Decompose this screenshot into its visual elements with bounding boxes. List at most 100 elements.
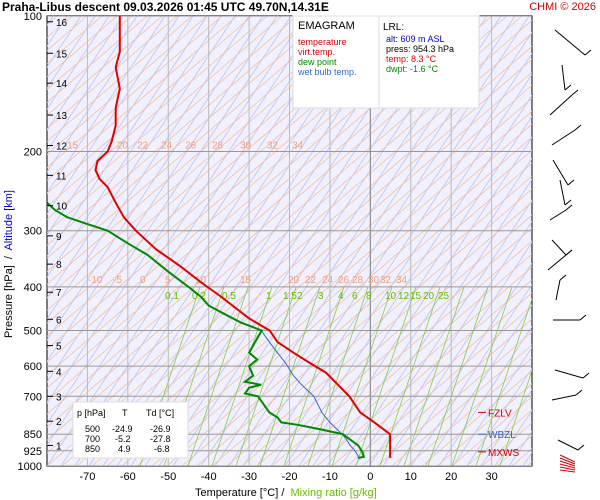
lrl-pressure: press: 954.3 hPa bbox=[386, 44, 454, 54]
wind-barb-feather bbox=[571, 89, 579, 96]
series-layer bbox=[47, 16, 392, 459]
altitude-label: 8 bbox=[56, 260, 62, 271]
table-header-p: p [hPa] bbox=[77, 408, 106, 418]
mixing-ratio-label: 1.5 bbox=[283, 291, 297, 302]
grid-diagonal bbox=[270, 73, 532, 466]
lrl-dewpoint: dwpt: -1.6 °C bbox=[386, 64, 439, 74]
mixing-ratio-line bbox=[403, 286, 465, 466]
table-cell: 500 bbox=[85, 424, 100, 434]
grid-diagonal bbox=[47, 16, 180, 215]
isotherm-line bbox=[47, 16, 313, 246]
table-cell: -26.9 bbox=[150, 424, 171, 434]
mixing-ratio-label: 12 bbox=[398, 291, 410, 302]
isotherm-line bbox=[76, 71, 532, 466]
grid-diagonal bbox=[579, 16, 600, 466]
mixing-ratio-label: 25 bbox=[438, 291, 450, 302]
y-tick-label: 100 bbox=[24, 11, 42, 23]
isotherm-label: 24 bbox=[161, 140, 173, 151]
wind-barb-feather bbox=[564, 199, 572, 206]
table-cell: -6.8 bbox=[154, 444, 170, 454]
altitude-label: 7 bbox=[56, 288, 62, 299]
grid-diagonal bbox=[47, 16, 166, 194]
grid-diagonal bbox=[410, 283, 532, 466]
altitude-label: 11 bbox=[56, 171, 67, 182]
wind-barb-feather bbox=[575, 389, 583, 396]
grid-diagonal bbox=[565, 16, 600, 466]
marker-mxws: MXWS bbox=[488, 448, 519, 459]
wind-barb-feather bbox=[567, 179, 575, 186]
wind-barb bbox=[551, 394, 577, 401]
isotherm-line bbox=[47, 16, 373, 298]
table-cell: -5.2 bbox=[115, 434, 131, 444]
grid-diagonal bbox=[256, 52, 532, 466]
legend-item-wet-bulb: wet bulb temp. bbox=[297, 67, 357, 77]
isotherm-label: -5 bbox=[113, 275, 122, 286]
isotherm-line bbox=[136, 123, 532, 466]
isotherm-label: 5 bbox=[165, 275, 171, 286]
levels-table: p [hPa] T Td [°C] 500 -24.9 -26.9 700 -5… bbox=[72, 401, 189, 459]
wind-barb bbox=[551, 239, 567, 256]
grid-diagonal bbox=[47, 16, 152, 173]
mixing-ratio-label: 1 bbox=[266, 291, 272, 302]
wind-barb bbox=[551, 129, 576, 146]
isotherm-line bbox=[331, 292, 532, 466]
y-tick-label: 300 bbox=[24, 226, 42, 238]
altitude-label: 15 bbox=[56, 49, 68, 60]
grid-diagonal bbox=[298, 115, 532, 466]
mixing-ratio-line bbox=[499, 369, 532, 466]
isotherm-line bbox=[316, 279, 532, 466]
wind-barb-feather bbox=[579, 314, 587, 321]
grid-diagonal bbox=[452, 346, 532, 466]
marker-wbzl: WBZL bbox=[488, 430, 516, 441]
isotherm-line bbox=[271, 240, 532, 466]
isotherm-line bbox=[211, 188, 532, 466]
wind-barb-feather bbox=[565, 249, 573, 256]
isotherm-line bbox=[61, 58, 532, 466]
isotherm-line bbox=[406, 357, 532, 466]
grid-diagonal bbox=[47, 16, 208, 257]
wind-barb bbox=[557, 439, 579, 451]
x-tick-label: -40 bbox=[201, 471, 217, 483]
grid-diagonal bbox=[480, 388, 532, 466]
isotherm-line bbox=[47, 16, 298, 233]
wind-barb-feather bbox=[565, 204, 573, 211]
y-tick-label: 200 bbox=[24, 146, 42, 158]
mixing-ratio-label: 15 bbox=[410, 291, 422, 302]
y-tick-label: 925 bbox=[24, 446, 42, 458]
isotherm-label: 22 bbox=[305, 275, 317, 286]
altitude-label: 10 bbox=[56, 202, 68, 213]
grid-diagonal bbox=[47, 16, 194, 236]
altitude-label: 6 bbox=[56, 315, 62, 326]
grid-diagonal bbox=[47, 16, 264, 341]
mixing-ratio-line bbox=[331, 286, 393, 466]
lrl-title: LRL: bbox=[383, 22, 404, 33]
isotherm-labels: 15 20 22 24 26 28 30 32 34-10 -5 0 5 10 15 20 22 24 26 28 3… bbox=[67, 140, 450, 301]
isotherm-label: 26 bbox=[185, 140, 197, 151]
x-axis-label-2: Mixing ratio [g/kg] bbox=[291, 487, 377, 499]
series-temperature bbox=[94, 16, 392, 459]
copyright[interactable]: CHMI © 2026 bbox=[529, 1, 596, 13]
grid-diagonal bbox=[312, 136, 532, 466]
grid-diagonal bbox=[47, 16, 334, 446]
y-tick-label: 850 bbox=[24, 429, 42, 441]
grid-diagonal bbox=[47, 16, 292, 383]
wind-barb-feather bbox=[584, 49, 592, 56]
wind-barb-low bbox=[559, 469, 576, 473]
isotherm-label: 34 bbox=[396, 275, 408, 286]
series-dew-point bbox=[47, 201, 366, 459]
x-tick-label: -30 bbox=[241, 471, 257, 483]
altitude-label: 12 bbox=[56, 142, 68, 153]
legend-title: EMAGRAM bbox=[298, 20, 355, 32]
isotherm-line bbox=[241, 214, 532, 466]
y-axis-label-2: Altitude [km] bbox=[3, 190, 15, 251]
grid-diagonal bbox=[47, 16, 320, 425]
isotherm-line bbox=[47, 16, 193, 143]
isotherm-label: -10 bbox=[88, 275, 103, 286]
isotherm-label: 22 bbox=[137, 140, 149, 151]
isotherm-line bbox=[47, 16, 343, 272]
isotherm-line bbox=[572, 16, 600, 466]
chart-title: Praha-Libus descent 09.03.2026 01:45 UTC… bbox=[2, 0, 329, 14]
mixing-ratio-line bbox=[451, 286, 513, 466]
isotherm-line bbox=[542, 16, 600, 466]
